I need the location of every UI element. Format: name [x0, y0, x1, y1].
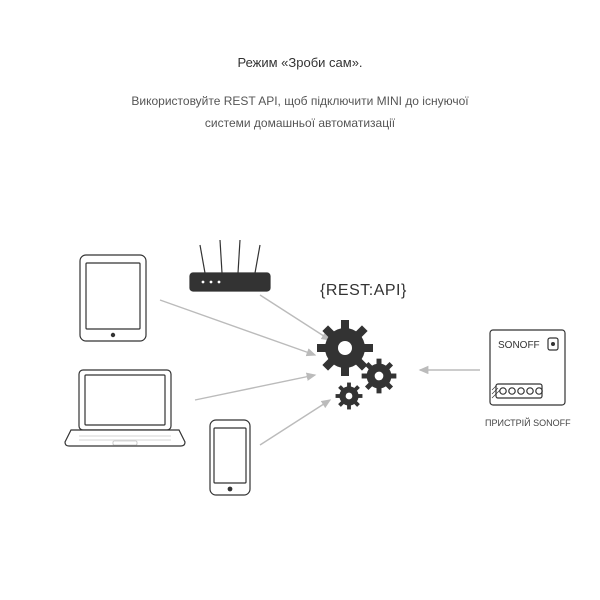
diagram-canvas: Режим «Зроби сам». Використовуйте REST A… — [0, 0, 600, 600]
gear-cluster-icon — [305, 308, 403, 415]
tablet-icon — [80, 255, 146, 341]
diagram-svg: SONOFF — [0, 0, 600, 600]
gear-small — [330, 377, 368, 415]
arrow-router — [260, 295, 330, 340]
sonoff-device-icon: SONOFF — [490, 330, 565, 405]
phone-icon — [210, 420, 250, 495]
laptop-icon — [65, 370, 185, 446]
arrow-laptop — [195, 375, 315, 400]
arrow-group — [160, 295, 480, 445]
arrow-tablet — [160, 300, 315, 355]
sonoff-brand-text: SONOFF — [498, 340, 540, 351]
arrow-phone — [260, 400, 330, 445]
router-icon — [190, 240, 270, 291]
